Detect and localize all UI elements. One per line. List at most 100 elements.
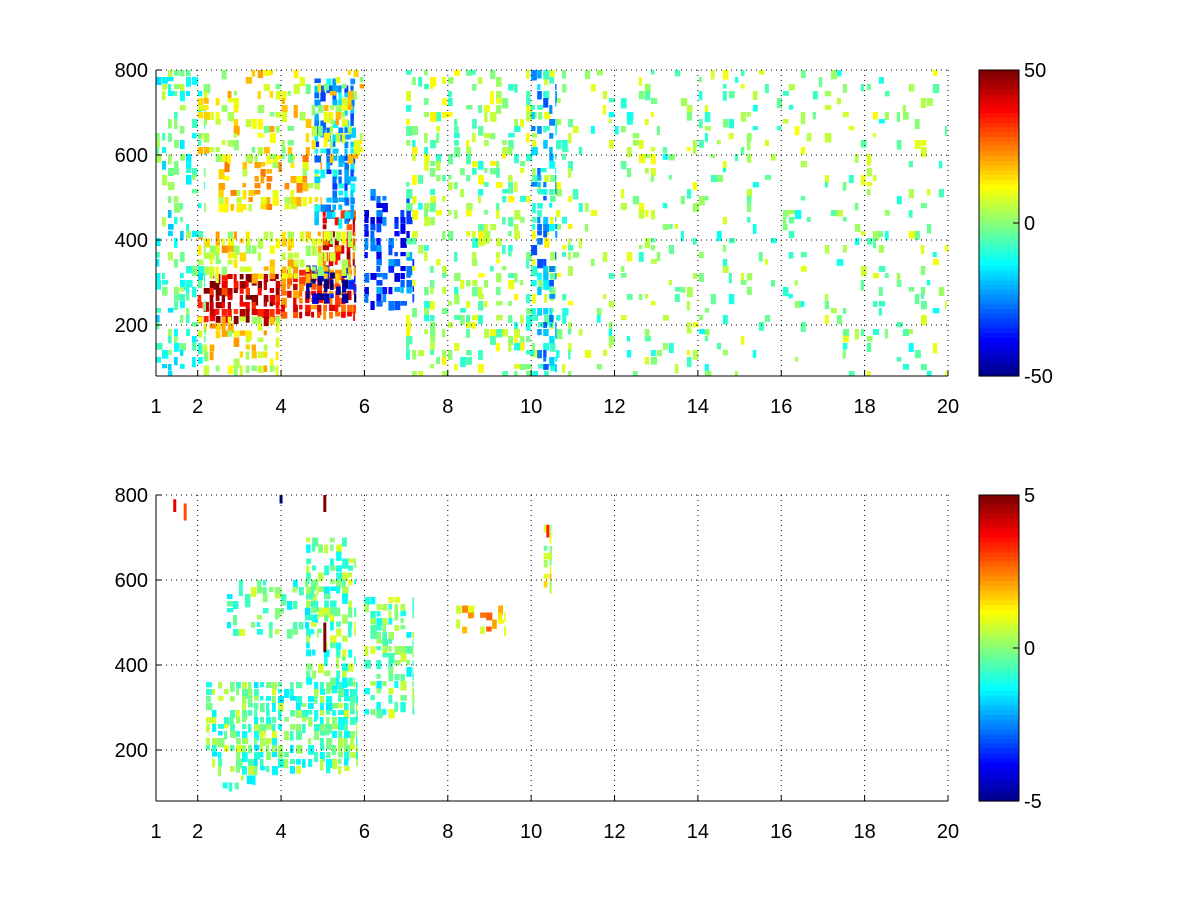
heatmap-cell [335, 311, 341, 317]
heatmap-cell [314, 204, 320, 213]
heatmap-cell [430, 364, 435, 369]
heatmap-cell [156, 154, 162, 163]
heatmap-cell [388, 646, 392, 652]
x-tick-label: 4 [275, 396, 286, 418]
heatmap-cell [353, 91, 357, 100]
heatmap-cell [242, 696, 247, 704]
heatmap-cell [338, 766, 342, 775]
heatmap-cell [317, 231, 321, 237]
heatmap-cell [233, 105, 239, 113]
heatmap-cell [299, 304, 303, 310]
heatmap-cell [174, 196, 179, 203]
heatmap-cell [531, 147, 538, 156]
heatmap-cell [215, 112, 220, 123]
heatmap-cell [306, 537, 311, 543]
heatmap-cell [549, 524, 552, 531]
heatmap-cell [644, 91, 651, 101]
heatmap-cell [341, 98, 348, 108]
heatmap-cell [311, 283, 317, 290]
heatmap-cell [198, 91, 203, 97]
heatmap-cell [314, 148, 319, 154]
heatmap-cell [317, 126, 323, 137]
heatmap-cell [710, 70, 715, 80]
heatmap-cell [335, 245, 342, 252]
heatmap-cell [324, 607, 330, 618]
colorbar-segment [979, 175, 1019, 181]
heatmap-cell [338, 85, 342, 95]
heatmap-cell [555, 217, 557, 222]
heatmap-cell [394, 273, 400, 282]
heatmap-cell [266, 710, 270, 717]
heatmap-cell [352, 210, 356, 221]
heatmap-cell [156, 308, 161, 313]
colorbar-segment [979, 227, 1019, 234]
heatmap-cell [550, 217, 554, 226]
heatmap-cell [336, 621, 341, 627]
heatmap-cell [568, 245, 574, 251]
heatmap-cell [496, 238, 502, 247]
heatmap-cell [704, 126, 711, 131]
heatmap-cell [245, 288, 250, 296]
heatmap-cell [338, 127, 344, 133]
heatmap-cell [555, 175, 557, 181]
heatmap-cell [538, 364, 544, 369]
heatmap-cell [344, 155, 349, 161]
heatmap-cell [543, 98, 549, 108]
heatmap-cell [174, 140, 179, 149]
heatmap-cell [197, 316, 203, 323]
heatmap-cell [272, 766, 278, 776]
heatmap-cell [549, 147, 553, 155]
heatmap-cell [335, 112, 342, 120]
colorbar-segment [979, 189, 1019, 195]
heatmap-cell [484, 140, 489, 147]
heatmap-cell [543, 273, 549, 281]
heatmap-cell [549, 105, 553, 114]
heatmap-cell [496, 329, 503, 338]
heatmap-cell [323, 112, 330, 123]
heatmap-cell [568, 196, 572, 203]
heatmap-cell [376, 266, 381, 272]
heatmap-cell [344, 745, 351, 752]
heatmap-cell [698, 91, 703, 101]
heatmap-cell [305, 238, 309, 243]
heatmap-cell [406, 203, 413, 211]
heatmap-cell [263, 316, 269, 327]
heatmap-cell [382, 203, 388, 213]
heatmap-cell [320, 162, 322, 172]
heatmap-cell [260, 724, 267, 734]
heatmap-cell [520, 119, 524, 128]
heatmap-cell [478, 161, 484, 170]
heatmap-cell [478, 196, 482, 204]
heatmap-cell [338, 99, 343, 108]
heatmap-cell [418, 245, 424, 254]
colorbar-segment [979, 504, 1019, 510]
heatmap-cell [156, 315, 160, 324]
heatmap-cell [310, 622, 317, 627]
heatmap-cell [526, 105, 533, 115]
heatmap-cell [272, 717, 277, 723]
heatmap-cell [320, 710, 325, 716]
heatmap-cell [221, 309, 228, 316]
heatmap-cell [932, 84, 940, 94]
heatmap-cell [281, 91, 287, 101]
heatmap-cell [472, 161, 478, 168]
heatmap-cell [350, 148, 357, 154]
heatmap-cell [424, 161, 429, 171]
colorbar-segment [979, 194, 1019, 200]
heatmap-cell [472, 84, 477, 91]
heatmap-cell [236, 710, 240, 721]
heatmap-cell [336, 544, 342, 553]
heatmap-cell [531, 266, 538, 277]
heatmap-cell [752, 91, 758, 100]
heatmap-cell [424, 133, 428, 143]
colorbar-segment [979, 122, 1019, 128]
heatmap-cell [272, 162, 279, 169]
heatmap-cell [332, 710, 336, 716]
heatmap-cell [186, 168, 192, 173]
heatmap-cell [860, 175, 866, 186]
heatmap-cell [348, 279, 354, 290]
x-tick-label: 2 [192, 396, 203, 418]
heatmap-cell [293, 276, 298, 283]
colorbar-segment [979, 266, 1019, 272]
heatmap-cell [334, 252, 341, 261]
